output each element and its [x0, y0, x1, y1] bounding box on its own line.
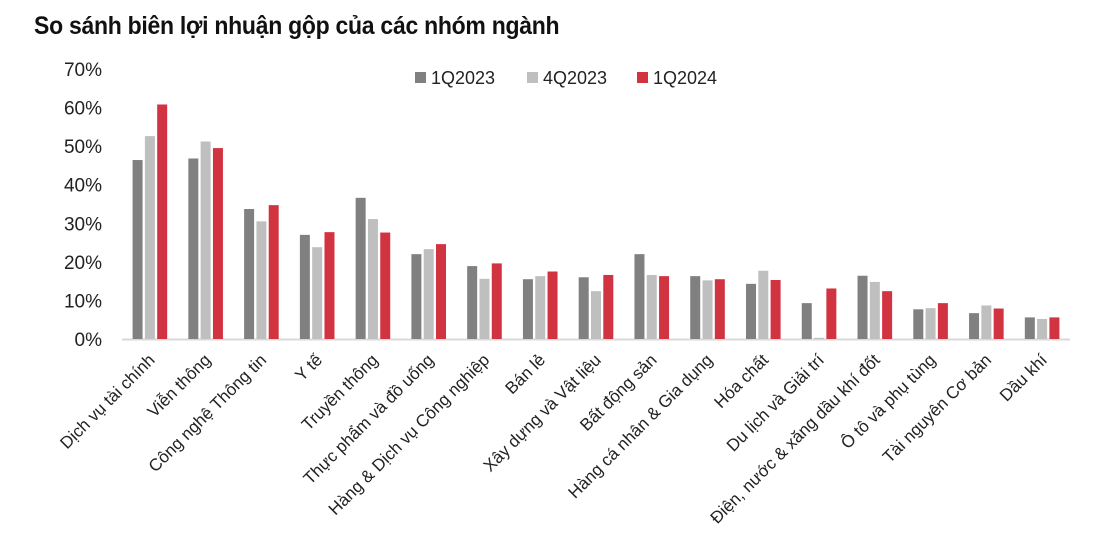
bar-4q2023: [367, 219, 378, 339]
legend-label: 1Q2023: [431, 68, 495, 88]
y-tick-label: 60%: [64, 99, 102, 120]
bar-1q2024: [882, 291, 893, 339]
legend-label: 4Q2023: [543, 68, 607, 88]
bar-4q2023: [479, 278, 490, 339]
bar-1q2023: [690, 276, 701, 339]
y-tick-label: 0%: [75, 330, 103, 351]
bar-1q2023: [132, 160, 143, 339]
bar-1q2024: [770, 279, 781, 339]
bar-1q2024: [547, 271, 558, 339]
bar-4q2023: [925, 308, 936, 339]
bar-1q2024: [268, 205, 279, 339]
bar-1q2023: [355, 197, 366, 339]
bar-1q2023: [801, 303, 812, 339]
bar-4q2023: [702, 280, 713, 339]
bar-1q2023: [299, 234, 310, 339]
y-tick-label: 30%: [64, 214, 102, 235]
bar-4q2023: [646, 274, 657, 339]
y-tick-label: 40%: [64, 176, 102, 197]
bar-1q2023: [411, 254, 422, 339]
bar-4q2023: [535, 276, 546, 339]
bar-4q2023: [758, 270, 769, 339]
bar-1q2023: [969, 313, 980, 339]
bar-1q2024: [714, 279, 725, 339]
x-category-label: Dịch vụ tài chính: [56, 350, 158, 452]
legend-swatch-1q2023: [415, 72, 426, 83]
x-category-label: Tài nguyên Cơ bản: [879, 350, 995, 466]
bar-1q2023: [857, 275, 868, 339]
bar-1q2023: [188, 158, 199, 339]
y-tick-label: 70%: [64, 60, 102, 81]
y-tick-label: 10%: [64, 291, 102, 312]
bar-4q2023: [423, 249, 434, 339]
bar-1q2024: [826, 288, 837, 339]
bar-1q2024: [436, 244, 447, 339]
bar-1q2024: [603, 274, 614, 339]
x-category-label: Ô tô và phụ tùng: [837, 350, 939, 452]
x-category-label: Bán lẻ: [502, 350, 550, 398]
bar-1q2024: [212, 148, 223, 339]
x-category-label: Dầu khí: [996, 350, 1051, 405]
bar-4q2023: [1037, 318, 1048, 339]
bar-1q2023: [1024, 317, 1035, 339]
bar-4q2023: [591, 291, 601, 339]
bar-1q2023: [244, 209, 255, 339]
bar-1q2024: [659, 276, 670, 339]
bar-1q2024: [380, 232, 391, 339]
bar-4q2023: [981, 305, 992, 339]
x-category-label: Du lịch và Giải trí: [723, 350, 828, 455]
bar-4q2023: [144, 136, 155, 339]
bar-4q2023: [256, 221, 267, 339]
bar-1q2024: [993, 308, 1004, 339]
y-tick-label: 20%: [64, 253, 102, 274]
bar-1q2024: [491, 263, 502, 339]
chart-title: So sánh biên lợi nhuận gộp của các nhóm …: [34, 12, 560, 40]
bar-1q2023: [578, 277, 589, 339]
bar-1q2023: [522, 279, 533, 339]
bar-4q2023: [312, 247, 323, 339]
legend-swatch-4q2023: [527, 72, 538, 83]
bar-1q2024: [1049, 317, 1060, 339]
legend-label: 1Q2024: [653, 68, 717, 88]
bar-4q2023: [200, 141, 211, 339]
bar-1q2023: [913, 309, 924, 339]
bar-1q2023: [745, 283, 756, 339]
bar-1q2023: [467, 266, 478, 339]
bar-1q2023: [634, 254, 645, 339]
bar-1q2024: [324, 232, 335, 339]
bar-1q2024: [937, 303, 948, 339]
legend-swatch-1q2024: [637, 72, 648, 83]
y-tick-label: 50%: [64, 137, 102, 158]
bar-1q2024: [157, 104, 168, 339]
bar-4q2023: [869, 281, 880, 339]
bar-4q2023: [814, 337, 825, 339]
x-category-label: Y tế: [291, 350, 326, 385]
